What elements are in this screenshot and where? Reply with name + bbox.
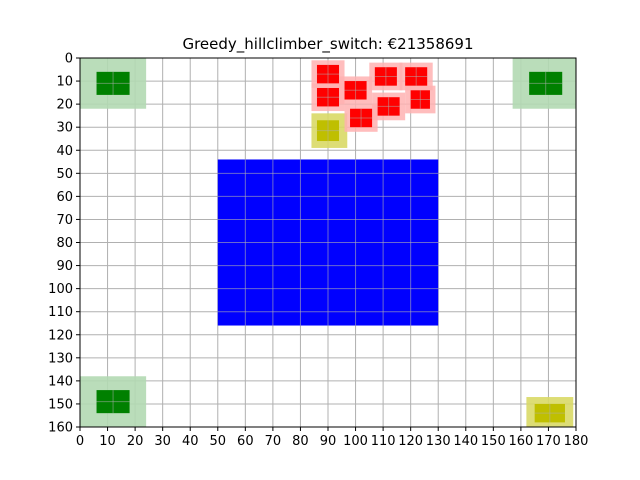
x-tick-label: 120 [398, 434, 423, 449]
x-tick-label: 160 [508, 434, 533, 449]
y-tick-label: 110 [48, 305, 73, 320]
y-tick-label: 60 [56, 190, 73, 205]
x-axis-ticks: 0 10 20 30 40 50 60 70 80 90 100 110 120 130 140 150 160… [76, 427, 589, 449]
y-tick-label: 130 [48, 351, 73, 366]
y-tick-label: 50 [56, 167, 73, 182]
chart-title: Greedy_hillclimber_switch: €21358691 [182, 35, 473, 54]
x-tick-label: 70 [265, 434, 282, 449]
y-axis-ticks: 0 10 20 30 40 50 60 70 80 90 100 110 120 130 140 150 160 [48, 52, 80, 436]
y-tick-label: 140 [48, 374, 73, 389]
y-tick-label: 100 [48, 282, 73, 297]
x-tick-label: 170 [536, 434, 561, 449]
y-tick-label: 70 [56, 213, 73, 228]
x-tick-label: 150 [481, 434, 506, 449]
x-tick-label: 10 [99, 434, 116, 449]
y-tick-label: 30 [56, 121, 73, 136]
x-tick-label: 50 [210, 434, 227, 449]
x-tick-label: 40 [182, 434, 199, 449]
x-tick-label: 180 [564, 434, 589, 449]
y-tick-label: 150 [48, 397, 73, 412]
x-tick-label: 0 [76, 434, 84, 449]
y-tick-label: 80 [56, 236, 73, 251]
x-tick-label: 110 [371, 434, 396, 449]
x-tick-label: 90 [320, 434, 337, 449]
y-tick-label: 120 [48, 328, 73, 343]
y-tick-label: 20 [56, 98, 73, 113]
y-tick-label: 160 [48, 421, 73, 436]
x-tick-label: 20 [127, 434, 144, 449]
x-tick-label: 30 [154, 434, 171, 449]
x-tick-label: 140 [453, 434, 478, 449]
water-areas [217, 159, 439, 326]
y-tick-label: 90 [56, 259, 73, 274]
x-tick-label: 130 [426, 434, 451, 449]
y-tick-label: 10 [56, 75, 73, 90]
x-tick-label: 80 [292, 434, 309, 449]
y-tick-label: 0 [65, 52, 73, 67]
houses [96, 64, 565, 423]
x-tick-label: 60 [237, 434, 254, 449]
x-tick-label: 100 [343, 434, 368, 449]
y-tick-label: 40 [56, 144, 73, 159]
